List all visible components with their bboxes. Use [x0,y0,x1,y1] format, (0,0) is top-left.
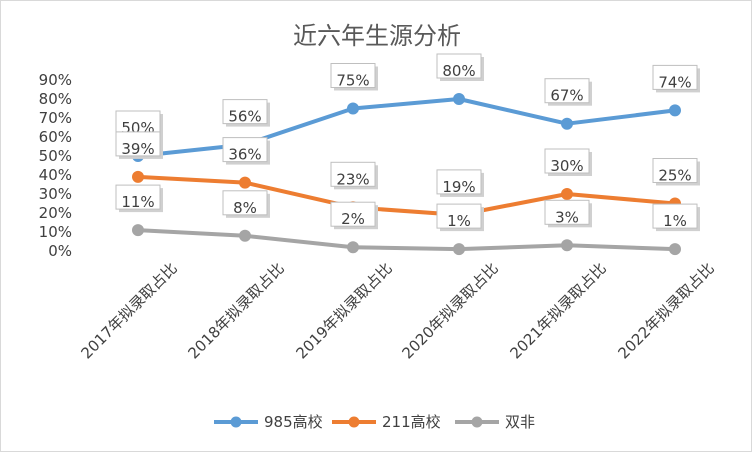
data-label-box [115,184,161,210]
chart-title: 近六年生源分析 [293,22,461,50]
data-label: 3% [555,208,579,226]
data-label: 23% [336,170,369,188]
data-point [453,93,465,105]
data-point [453,243,465,256]
legend: 985高校 211高校 双非 [214,413,535,431]
data-label-box [544,148,590,174]
y-tick-label: 20% [39,204,72,222]
legend-label: 211高校 [382,413,441,431]
series-line [137,174,676,217]
legend-marker [471,416,483,428]
legend-label: 双非 [505,413,535,431]
data-label: 39% [121,140,154,158]
legend-marker [230,416,242,428]
data-label-box [115,110,161,136]
data-label-box [436,53,482,79]
data-label-box [436,203,482,229]
data-label: 1% [447,212,471,230]
data-label: 1% [663,212,687,230]
x-tick-label: 2018年拟录取占比 [184,259,287,362]
x-tick-label: 2017年拟录取占比 [77,259,180,362]
data-label-box [544,78,590,104]
data-point [669,243,681,256]
data-point [132,170,144,183]
data-label: 8% [233,199,257,217]
x-tick-label: 2019年拟录取占比 [292,259,395,362]
data-label: 19% [442,178,475,196]
x-tick-label: 2021年拟录取占比 [506,259,609,362]
data-labels: 50%56%75%80%67%74%39% 36%23% 19%30%25%11% 8… [115,53,700,232]
data-label-box [330,63,376,88]
data-label-box [115,131,161,157]
data-label: 36% [228,146,261,164]
series-line [137,97,676,158]
legend-label: 985高校 [264,413,323,431]
data-label-box [652,158,698,183]
data-label: 75% [336,72,369,90]
data-label: 74% [658,73,691,91]
data-point [239,176,251,189]
data-label-box [652,203,698,229]
data-label-box [330,161,376,187]
data-label: 56% [228,108,261,126]
data-label: 80% [442,62,475,80]
y-tick-label: 10% [39,223,72,241]
x-tick-label: 2022年拟录取占比 [614,259,717,362]
data-point [669,104,681,117]
data-point [347,241,359,254]
data-point [347,102,359,115]
data-point [239,229,251,242]
series-lines [132,93,681,256]
data-label-box [222,99,268,125]
y-tick-label: 70% [39,109,72,127]
y-tick-label: 80% [39,90,72,108]
y-tick-label: 50% [39,147,72,165]
x-tick-label: 2020年拟录取占比 [398,259,501,362]
data-label-box [436,169,482,195]
y-tick-label: 0% [48,242,72,260]
data-label: 2% [341,210,365,228]
data-label: 67% [550,87,583,105]
y-tick-label: 30% [39,185,72,203]
legend-marker [348,416,360,428]
data-point [561,188,573,200]
data-label-box [330,201,376,227]
y-tick-label: 90% [39,71,72,89]
series-line [137,228,676,252]
y-tick-label: 40% [39,166,72,184]
data-label: 25% [658,167,691,185]
data-label-box [652,64,698,90]
data-point [132,224,144,237]
y-tick-label: 60% [39,128,72,146]
data-label-box [544,199,590,225]
data-point [561,117,573,130]
data-label: 11% [121,193,154,211]
data-label-box [222,190,268,216]
data-label: 30% [550,157,583,175]
data-label-box [222,137,268,163]
data-point [561,239,573,252]
